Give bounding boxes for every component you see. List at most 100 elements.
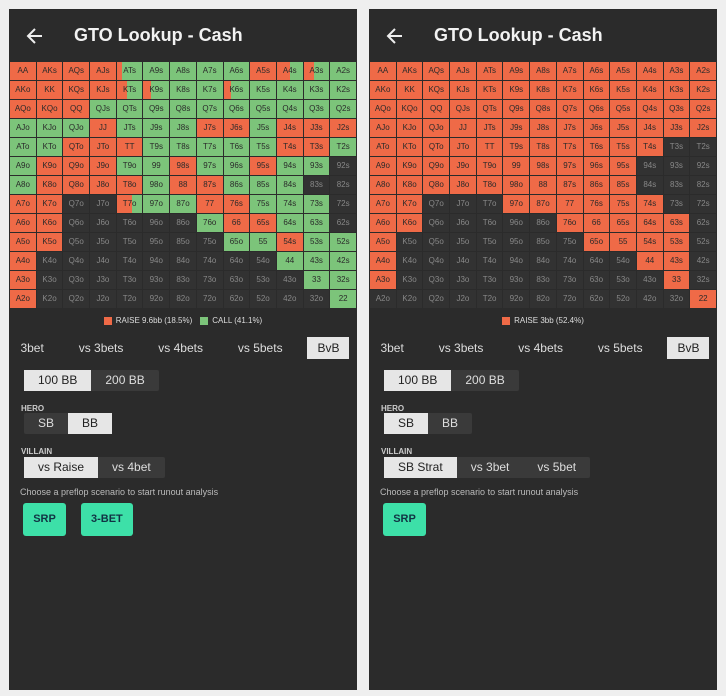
hand-cell[interactable]: 63o [583, 271, 610, 289]
hand-cell[interactable]: T2o [476, 290, 503, 308]
hand-cell[interactable]: 72s [330, 195, 356, 213]
hand-cell[interactable]: AKo [10, 81, 36, 99]
hand-cell[interactable]: T5o [476, 233, 503, 251]
hand-cell[interactable]: J8s [530, 119, 556, 137]
hand-cell[interactable]: 82o [170, 290, 196, 308]
hand-cell[interactable]: K4o [36, 252, 63, 270]
hand-cell[interactable]: 96s [583, 157, 610, 175]
hand-cell[interactable]: 43o [636, 271, 663, 289]
hand-cell[interactable]: 83o [530, 271, 556, 289]
hand-cell[interactable]: QQ [63, 100, 90, 118]
hand-cell[interactable]: JJ [90, 119, 116, 137]
hand-cell[interactable]: Q4o [423, 252, 450, 270]
hand-cell[interactable]: JTo [450, 138, 476, 156]
hand-cell[interactable]: T9o [476, 157, 503, 175]
hand-cell[interactable]: 93s [303, 157, 330, 175]
hand-cell[interactable]: 86o [530, 214, 556, 232]
hand-cell[interactable]: T4s [276, 138, 303, 156]
hand-cell[interactable]: KJo [36, 119, 63, 137]
hand-cell[interactable]: T7s [556, 138, 583, 156]
hand-cell[interactable]: J9o [90, 157, 116, 175]
hand-cell[interactable]: K3o [36, 271, 63, 289]
hand-cell[interactable]: T5o [116, 233, 143, 251]
hand-cell[interactable]: A5o [370, 233, 396, 251]
hand-cell[interactable]: T6s [583, 138, 610, 156]
hand-cell[interactable]: 43s [663, 252, 690, 270]
hand-cell[interactable]: Q4s [636, 100, 663, 118]
hand-cell[interactable]: AQo [10, 100, 36, 118]
hand-cell[interactable]: J3o [450, 271, 476, 289]
hand-cell[interactable]: K2o [396, 290, 423, 308]
hand-cell[interactable]: A2o [370, 290, 396, 308]
hand-cell[interactable]: T9o [116, 157, 143, 175]
hand-cell[interactable]: AKs [396, 62, 423, 80]
hand-cell[interactable]: QTo [63, 138, 90, 156]
hand-cell[interactable]: AA [10, 62, 36, 80]
hand-cell[interactable]: K5s [610, 81, 636, 99]
hand-cell[interactable]: AQs [423, 62, 450, 80]
hand-cell[interactable]: 84o [170, 252, 196, 270]
hand-cell[interactable]: K7s [556, 81, 583, 99]
hand-cell[interactable]: 33 [663, 271, 690, 289]
hand-cell[interactable]: 87o [530, 195, 556, 213]
hand-cell[interactable]: A3s [303, 62, 330, 80]
hand-cell[interactable]: T8s [170, 138, 196, 156]
hand-cell[interactable]: K8s [170, 81, 196, 99]
tab[interactable]: 3bet [380, 341, 404, 355]
hand-cell[interactable]: Q4o [63, 252, 90, 270]
hand-cell[interactable]: KQs [63, 81, 90, 99]
hand-cell[interactable]: 62s [690, 214, 716, 232]
hand-cell[interactable]: 54s [276, 233, 303, 251]
hand-cell[interactable]: KJs [90, 81, 116, 99]
hand-cell[interactable]: 74s [636, 195, 663, 213]
hand-cell[interactable]: 75s [610, 195, 636, 213]
hand-cell[interactable]: 42o [276, 290, 303, 308]
hand-cell[interactable]: 72o [556, 290, 583, 308]
hand-cell[interactable]: AA [370, 62, 396, 80]
hand-cell[interactable]: 52o [250, 290, 276, 308]
hand-cell[interactable]: ATs [116, 62, 143, 80]
hand-cell[interactable]: K8s [530, 81, 556, 99]
hand-cell[interactable]: A4s [276, 62, 303, 80]
hand-cell[interactable]: 98s [170, 157, 196, 175]
hand-cell[interactable]: Q6s [223, 100, 250, 118]
option-button[interactable]: BB [68, 413, 113, 434]
hand-cell[interactable]: QJs [450, 100, 476, 118]
tab[interactable]: vs 5bets [597, 341, 643, 355]
hand-cell[interactable]: 83s [303, 176, 330, 194]
hand-cell[interactable]: Q2s [690, 100, 716, 118]
hand-cell[interactable]: 98o [143, 176, 170, 194]
hand-cell[interactable]: 93o [143, 271, 170, 289]
option-button[interactable]: SB [38, 416, 55, 430]
action-button[interactable]: 3-BET [81, 503, 133, 536]
hand-cell[interactable]: A7s [556, 62, 583, 80]
hand-cell[interactable]: A6o [370, 214, 396, 232]
hand-cell[interactable]: T8o [476, 176, 503, 194]
hand-cell[interactable]: 73s [303, 195, 330, 213]
hand-cell[interactable]: 95s [250, 157, 276, 175]
hand-cell[interactable]: 72o [196, 290, 223, 308]
tab[interactable]: vs 4bets [518, 341, 563, 355]
hand-cell[interactable]: TT [116, 138, 143, 156]
hand-cell[interactable]: T4o [116, 252, 143, 270]
tab[interactable]: BvB [667, 337, 710, 359]
hand-cell[interactable]: T7s [196, 138, 223, 156]
hand-cell[interactable]: QJs [90, 100, 116, 118]
hand-cell[interactable]: 95o [143, 233, 170, 251]
option-button[interactable]: 200 BB [465, 373, 505, 387]
hand-cell[interactable]: 84s [636, 176, 663, 194]
hand-cell[interactable]: 75o [556, 233, 583, 251]
hand-cell[interactable]: QJo [423, 119, 450, 137]
hand-cell[interactable]: 42o [636, 290, 663, 308]
hand-cell[interactable]: T8o [116, 176, 143, 194]
hand-cell[interactable]: 22 [330, 290, 356, 308]
hand-cell[interactable]: J8o [90, 176, 116, 194]
hand-cell[interactable]: A8s [530, 62, 556, 80]
hand-cell[interactable]: Q5o [423, 233, 450, 251]
hand-cell[interactable]: Q9s [503, 100, 530, 118]
hand-cell[interactable]: 74s [276, 195, 303, 213]
hand-cell[interactable]: Q9o [423, 157, 450, 175]
hand-cell[interactable]: 98s [530, 157, 556, 175]
hand-cell[interactable]: K3s [303, 81, 330, 99]
hand-cell[interactable]: 62o [223, 290, 250, 308]
